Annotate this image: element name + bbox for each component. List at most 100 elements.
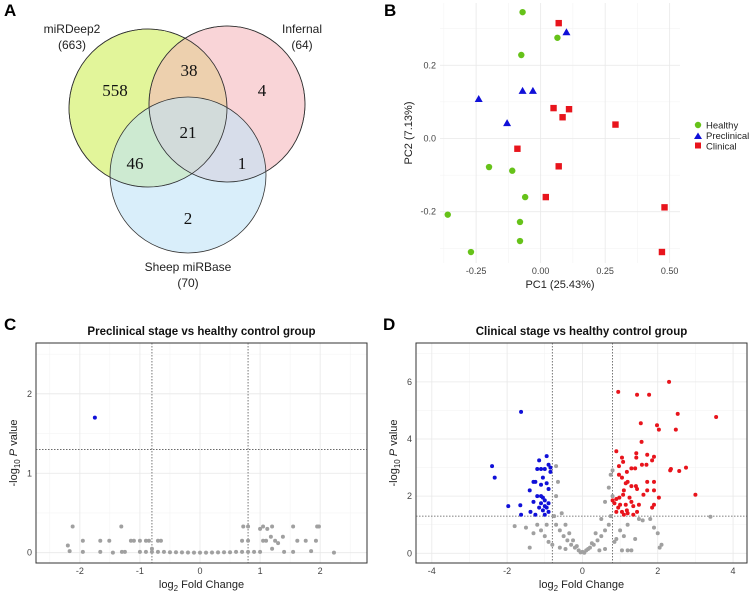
data-point [634,451,639,456]
data-point [655,531,660,536]
data-point [641,492,646,497]
venn-region-infernal-only: 4 [258,81,267,100]
venn-region-infernal-mirbase: 1 [238,154,247,173]
data-point [614,449,619,454]
volcano-plot-preclinical: -2 -1 0 1 2 0 1 2 Preclinical stage vs healthy c… [8,326,368,592]
data-point [67,549,72,554]
data-point [161,549,166,554]
data-point [625,479,630,484]
data-point [635,509,640,514]
legend-marker-clinical [695,142,701,149]
data-point-clinical [612,121,619,128]
data-point [608,514,613,519]
data-point [644,462,649,467]
data-point [143,538,148,543]
data-point [633,537,638,541]
data-point [659,542,664,547]
data-point-preclinical [474,94,483,102]
data-point [597,548,602,553]
data-point [578,550,583,555]
data-point [629,466,634,471]
venn-label-sheep-mirbase: Sheep miRBase [145,260,232,274]
data-point [631,504,636,509]
data-point [527,545,532,550]
data-point [155,538,160,543]
data-point [539,467,544,471]
data-point [548,465,553,470]
data-point [548,469,553,474]
data-point [282,549,287,554]
data-point-healthy [519,8,526,16]
data-point [655,423,660,428]
data-point [638,421,643,426]
data-point [519,409,524,414]
data-point [535,467,540,471]
data-point [627,495,632,500]
data-point [599,517,604,521]
data-point-clinical [658,248,666,256]
x-axis-title: log2 Fold Change [159,579,244,592]
y-tick-label: 1 [27,468,32,478]
data-point [606,485,611,490]
data-point [610,494,615,499]
data-point [625,548,630,553]
y-axis-title: -log10 P value [388,419,402,486]
data-point [552,514,557,519]
data-point [173,550,178,555]
panel-letter-d: D [383,315,395,334]
x-tick-label: -4 [428,566,436,576]
data-point-healthy [516,237,524,245]
data-point [557,528,562,533]
x-tick-label: 0.50 [661,266,679,276]
data-point-clinical [661,204,668,211]
data-point [635,392,640,397]
data-point [313,538,318,543]
data-point [565,538,570,543]
data-point [675,411,680,416]
data-point-healthy [509,167,516,174]
plot-border [35,342,368,564]
data-point [535,494,540,499]
data-point-preclinical [528,86,537,94]
data-point-preclinical [503,119,512,127]
data-point [98,538,103,543]
data-point [619,509,624,514]
data-point [528,509,533,514]
pca-legend: Healthy Preclinical Clinical [694,121,749,153]
data-point [539,482,544,487]
data-point [204,550,209,555]
data-point [309,549,314,554]
data-point [258,526,263,531]
data-point [542,467,547,471]
plot-title: Preclinical stage vs healthy control gro… [87,326,315,338]
data-point [629,484,634,489]
plot-border [415,342,748,564]
data-point [98,549,103,554]
data-point [616,505,621,510]
data-point [492,475,497,480]
data-point-healthy [444,211,451,218]
data-point [265,526,270,531]
venn-label-mirdeep2: miRDeep2 [44,22,101,36]
data-point [636,502,641,507]
data-point [544,481,549,486]
data-point-healthy [516,218,524,226]
legend-label-preclinical: Preclinical [706,131,749,142]
data-point [629,548,634,553]
data-point [155,549,160,554]
data-point [128,538,133,543]
x-tick-label: 0.25 [596,266,614,276]
data-point [261,538,266,543]
data-point [714,415,719,419]
data-point [65,543,70,548]
data-point [614,509,619,514]
venn-count-mirdeep2: (663) [58,38,86,52]
legend-label-clinical: Clinical [706,142,737,153]
data-point [612,539,617,544]
data-point [569,542,574,547]
data-point [540,475,545,480]
data-point [92,415,97,420]
data-point [656,427,661,432]
data-point [291,524,296,529]
data-point [648,517,653,521]
